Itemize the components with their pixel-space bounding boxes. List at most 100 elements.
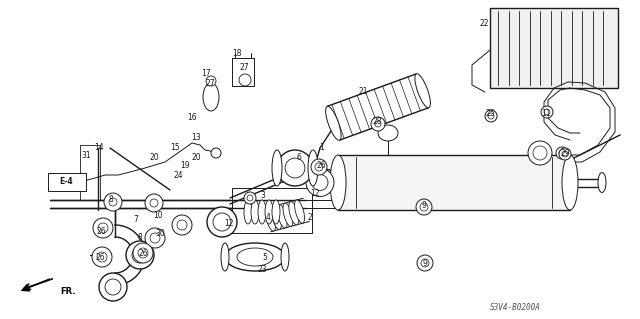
Text: 26: 26 — [316, 161, 326, 170]
Circle shape — [109, 198, 117, 206]
Circle shape — [126, 241, 154, 269]
Circle shape — [541, 106, 553, 118]
Text: 12: 12 — [310, 189, 320, 197]
Circle shape — [244, 192, 256, 204]
Circle shape — [247, 195, 253, 201]
Ellipse shape — [244, 200, 252, 224]
Ellipse shape — [281, 243, 289, 271]
Text: 30: 30 — [155, 229, 165, 239]
Text: 26: 26 — [95, 254, 105, 263]
Circle shape — [172, 215, 192, 235]
Ellipse shape — [225, 243, 285, 271]
Text: E-4: E-4 — [59, 176, 73, 186]
Text: 24: 24 — [173, 170, 183, 180]
Ellipse shape — [308, 150, 318, 186]
Text: 9: 9 — [422, 259, 428, 269]
Circle shape — [485, 110, 497, 122]
Text: 3: 3 — [260, 191, 266, 201]
Ellipse shape — [562, 155, 578, 210]
Text: 7: 7 — [134, 216, 138, 225]
Bar — [490, 8, 618, 88]
Circle shape — [104, 193, 122, 211]
Circle shape — [138, 248, 148, 258]
Circle shape — [306, 168, 334, 197]
Circle shape — [277, 150, 313, 186]
Circle shape — [421, 259, 429, 267]
Ellipse shape — [237, 248, 273, 266]
Circle shape — [93, 218, 113, 238]
Text: 18: 18 — [232, 48, 242, 57]
Circle shape — [132, 247, 148, 263]
Bar — [232, 58, 254, 86]
Ellipse shape — [294, 200, 305, 223]
Circle shape — [556, 147, 568, 159]
Circle shape — [177, 220, 187, 230]
Text: 11: 11 — [541, 108, 551, 117]
Circle shape — [99, 273, 127, 301]
Circle shape — [207, 207, 237, 237]
Ellipse shape — [289, 202, 299, 225]
Ellipse shape — [326, 106, 341, 140]
Circle shape — [145, 194, 163, 212]
Text: 12: 12 — [224, 219, 234, 228]
Ellipse shape — [330, 155, 346, 210]
Text: 6: 6 — [296, 152, 301, 161]
Ellipse shape — [266, 208, 276, 231]
Text: 1: 1 — [319, 144, 324, 152]
Circle shape — [239, 74, 251, 86]
Circle shape — [133, 243, 153, 263]
Circle shape — [488, 113, 494, 119]
Text: 10: 10 — [153, 211, 163, 220]
Circle shape — [312, 174, 328, 190]
Circle shape — [145, 228, 165, 248]
Text: 20: 20 — [149, 152, 159, 161]
Text: 2: 2 — [308, 213, 312, 222]
Text: 26: 26 — [138, 249, 148, 258]
Text: 4: 4 — [266, 212, 271, 221]
Circle shape — [416, 199, 432, 215]
Circle shape — [213, 213, 231, 231]
Circle shape — [311, 159, 327, 175]
Circle shape — [105, 279, 121, 295]
Text: 28: 28 — [372, 117, 381, 127]
Text: 31: 31 — [81, 151, 91, 160]
Bar — [232, 188, 312, 233]
Ellipse shape — [378, 125, 398, 141]
Circle shape — [533, 146, 547, 160]
Circle shape — [97, 252, 107, 262]
Text: 17: 17 — [201, 69, 211, 78]
Text: 21: 21 — [358, 86, 368, 95]
Text: 23: 23 — [257, 265, 267, 275]
Text: 14: 14 — [94, 144, 104, 152]
Ellipse shape — [415, 74, 430, 108]
Text: 8: 8 — [138, 234, 142, 242]
Circle shape — [562, 151, 568, 157]
Ellipse shape — [221, 243, 229, 271]
Circle shape — [559, 150, 565, 156]
Ellipse shape — [272, 200, 280, 224]
Circle shape — [559, 148, 571, 160]
Bar — [48, 173, 86, 191]
Circle shape — [315, 163, 323, 171]
Text: 29: 29 — [560, 149, 570, 158]
Ellipse shape — [272, 150, 282, 186]
Circle shape — [211, 148, 221, 158]
Circle shape — [285, 158, 305, 178]
Circle shape — [417, 255, 433, 271]
Text: 27: 27 — [205, 79, 215, 88]
Ellipse shape — [277, 205, 287, 228]
Circle shape — [371, 117, 385, 131]
Circle shape — [98, 223, 108, 233]
Text: S3V4-B0200A: S3V4-B0200A — [490, 303, 541, 313]
Text: 20: 20 — [191, 153, 201, 162]
Text: 22: 22 — [479, 19, 489, 28]
Circle shape — [150, 233, 160, 243]
Circle shape — [150, 199, 158, 207]
Ellipse shape — [271, 206, 282, 229]
Circle shape — [528, 141, 552, 165]
Ellipse shape — [203, 83, 219, 111]
Circle shape — [375, 121, 381, 127]
Ellipse shape — [251, 200, 259, 224]
Text: FR.: FR. — [60, 286, 76, 295]
Text: 9: 9 — [422, 201, 426, 210]
